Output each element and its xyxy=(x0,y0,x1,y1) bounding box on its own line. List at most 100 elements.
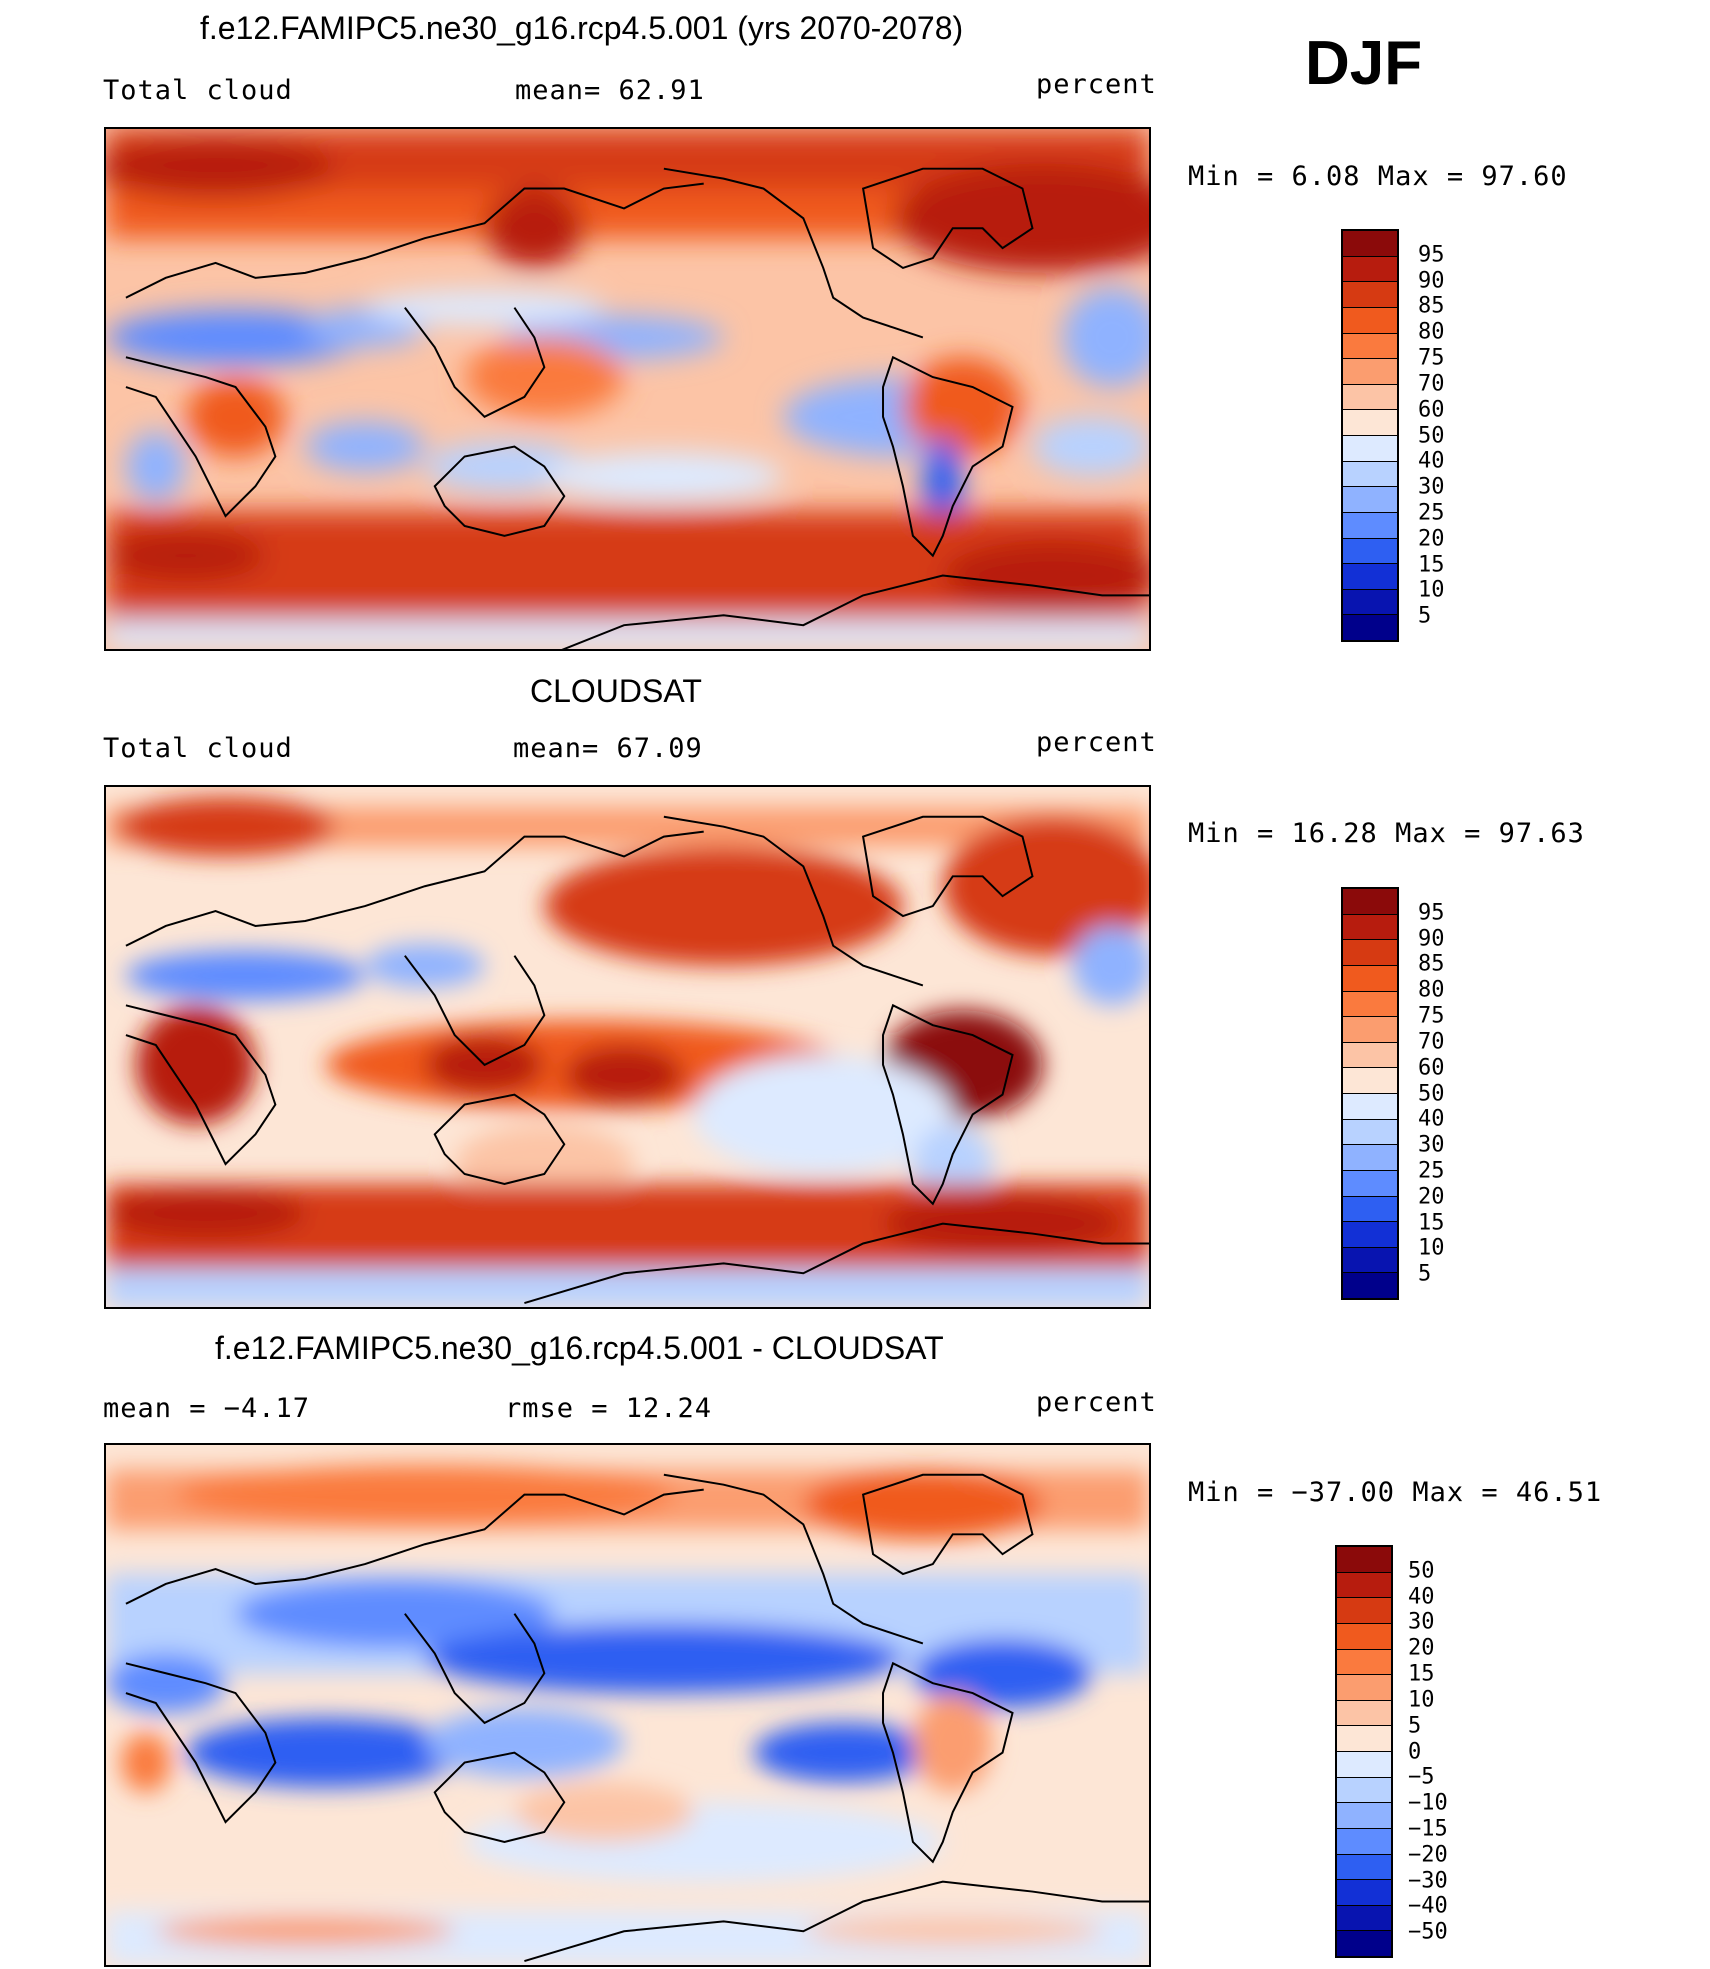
panel3-colorbar-swatch xyxy=(1337,1905,1391,1932)
colorbar-tick-label: 95 xyxy=(1418,900,1445,926)
panel2-colorbar-swatch xyxy=(1343,1042,1397,1069)
panel2-map xyxy=(104,785,1151,1309)
panel1-title: f.e12.FAMIPC5.ne30_g16.rcp4.5.001 (yrs 2… xyxy=(200,10,964,46)
panel2-colorbar-swatch xyxy=(1343,914,1397,941)
panel1-colorbar-swatch xyxy=(1343,282,1397,308)
panel3-rmse-label: rmse = 12.24 xyxy=(505,1393,713,1424)
colorbar-tick-label: 50 xyxy=(1418,423,1445,448)
panel3-colorbar-swatch xyxy=(1337,1931,1391,1956)
panel3-colorbar xyxy=(1335,1545,1393,1958)
panel3-colorbar-swatch xyxy=(1337,1752,1391,1778)
panel3-colorbar-swatch xyxy=(1337,1854,1391,1881)
panel1-colorbar-swatch xyxy=(1343,461,1397,488)
panel2-units-label: percent xyxy=(1036,727,1157,758)
panel3-colorbar-swatch xyxy=(1337,1726,1391,1752)
panel2-colorbar-labels: 95 90 85 80 75 70 60 50 40 30 25 20 15 1… xyxy=(1418,887,1498,1300)
colorbar-tick-label: 10 xyxy=(1418,577,1445,603)
colorbar-tick-label: 30 xyxy=(1418,474,1445,500)
colorbar-tick-label: 20 xyxy=(1418,1184,1445,1210)
colorbar-tick-label: 60 xyxy=(1418,1055,1445,1081)
colorbar-tick-label: 80 xyxy=(1418,319,1445,345)
panel2-colorbar xyxy=(1341,887,1399,1300)
panel3-units-label: percent xyxy=(1036,1387,1157,1418)
colorbar-tick-label: 40 xyxy=(1408,1584,1435,1610)
panel3-colorbar-swatch xyxy=(1337,1828,1391,1855)
colorbar-tick-label: 5 xyxy=(1408,1713,1422,1739)
panel3-colorbar-swatch xyxy=(1337,1649,1391,1676)
colorbar-tick-label: −50 xyxy=(1408,1919,1448,1945)
panel1-colorbar-swatch xyxy=(1343,487,1397,513)
colorbar-tick-label: 30 xyxy=(1418,1132,1445,1158)
panel3-colorbar-swatch xyxy=(1337,1675,1391,1701)
colorbar-tick-label: 30 xyxy=(1408,1609,1435,1635)
panel1-colorbar-swatch xyxy=(1343,359,1397,385)
panel2-title: CLOUDSAT xyxy=(530,673,702,709)
panel1-mean-label: mean= 62.91 xyxy=(515,75,705,106)
panel2-colorbar-swatch xyxy=(1343,1247,1397,1274)
panel3-colorbar-labels: 50 40 30 20 15 10 5 0 −5 −10 −15 −20 −30… xyxy=(1408,1545,1498,1958)
panel1-colorbar-swatch xyxy=(1343,410,1397,436)
panel1-colorbar-swatch xyxy=(1343,307,1397,334)
colorbar-tick-label: −5 xyxy=(1408,1764,1435,1790)
colorbar-tick-label: 70 xyxy=(1418,1029,1445,1055)
colorbar-tick-label: −10 xyxy=(1408,1790,1448,1816)
season-label: DJF xyxy=(1305,29,1423,98)
panel1-colorbar-swatch xyxy=(1343,333,1397,360)
panel1-colorbar-swatch xyxy=(1343,436,1397,462)
colorbar-tick-label: 90 xyxy=(1418,926,1445,952)
panel1-map xyxy=(104,127,1151,651)
panel1-minmax-label: Min = 6.08 Max = 97.60 xyxy=(1188,161,1568,192)
colorbar-tick-label: 95 xyxy=(1418,242,1445,268)
panel3-minmax-label: Min = −37.00 Max = 46.51 xyxy=(1188,1477,1603,1508)
panel1-colorbar-swatch xyxy=(1343,589,1397,616)
panel2-colorbar-swatch xyxy=(1343,965,1397,992)
colorbar-tick-label: 15 xyxy=(1408,1661,1435,1687)
panel1-colorbar-swatch xyxy=(1343,512,1397,539)
panel2-colorbar-swatch xyxy=(1343,1222,1397,1248)
colorbar-tick-label: 20 xyxy=(1408,1635,1435,1661)
panel2-mean-label: mean= 67.09 xyxy=(513,733,703,764)
colorbar-tick-label: 25 xyxy=(1418,1158,1445,1184)
panel2-colorbar-swatch xyxy=(1343,1170,1397,1197)
panel3-title: f.e12.FAMIPC5.ne30_g16.rcp4.5.001 - CLOU… xyxy=(215,1330,944,1366)
panel2-colorbar-swatch xyxy=(1343,1094,1397,1120)
panel3-colorbar-swatch xyxy=(1337,1572,1391,1599)
panel3-colorbar-swatch xyxy=(1337,1547,1391,1573)
panel1-colorbar-swatch xyxy=(1343,564,1397,590)
colorbar-tick-label: −15 xyxy=(1408,1816,1448,1842)
panel3-colorbar-swatch xyxy=(1337,1598,1391,1624)
colorbar-tick-label: 5 xyxy=(1418,1261,1432,1287)
colorbar-tick-label: 75 xyxy=(1418,345,1445,371)
colorbar-tick-label: 85 xyxy=(1418,293,1445,319)
panel2-minmax-label: Min = 16.28 Max = 97.63 xyxy=(1188,818,1585,849)
panel1-units-label: percent xyxy=(1036,69,1157,100)
colorbar-tick-label: 10 xyxy=(1418,1235,1445,1261)
colorbar-tick-label: 40 xyxy=(1418,1106,1445,1132)
colorbar-tick-label: 20 xyxy=(1418,526,1445,552)
colorbar-tick-label: 80 xyxy=(1418,977,1445,1003)
colorbar-tick-label: 10 xyxy=(1408,1687,1435,1713)
panel3-map xyxy=(104,1443,1151,1967)
colorbar-tick-label: 50 xyxy=(1418,1081,1445,1106)
colorbar-tick-label: 60 xyxy=(1418,397,1445,423)
colorbar-tick-label: 25 xyxy=(1418,500,1445,526)
panel1-colorbar-swatch xyxy=(1343,384,1397,411)
panel2-colorbar-swatch xyxy=(1343,1273,1397,1298)
panel2-colorbar-swatch xyxy=(1343,889,1397,915)
colorbar-tick-label: 50 xyxy=(1408,1558,1435,1584)
panel2-colorbar-swatch xyxy=(1343,1196,1397,1223)
panel3-colorbar-swatch xyxy=(1337,1777,1391,1804)
colorbar-tick-label: −40 xyxy=(1408,1893,1448,1919)
colorbar-tick-label: −20 xyxy=(1408,1842,1448,1868)
panel3-colorbar-swatch xyxy=(1337,1623,1391,1650)
colorbar-tick-label: −30 xyxy=(1408,1868,1448,1894)
panel1-colorbar-swatch xyxy=(1343,256,1397,283)
panel2-colorbar-swatch xyxy=(1343,991,1397,1018)
panel3-colorbar-swatch xyxy=(1337,1700,1391,1727)
colorbar-tick-label: 15 xyxy=(1418,552,1445,578)
colorbar-tick-label: 75 xyxy=(1418,1003,1445,1029)
panel3-mean-label: mean = −4.17 xyxy=(103,1393,311,1424)
panel1-variable-label: Total cloud xyxy=(103,75,293,106)
panel2-colorbar-swatch xyxy=(1343,940,1397,966)
panel2-variable-label: Total cloud xyxy=(103,733,293,764)
